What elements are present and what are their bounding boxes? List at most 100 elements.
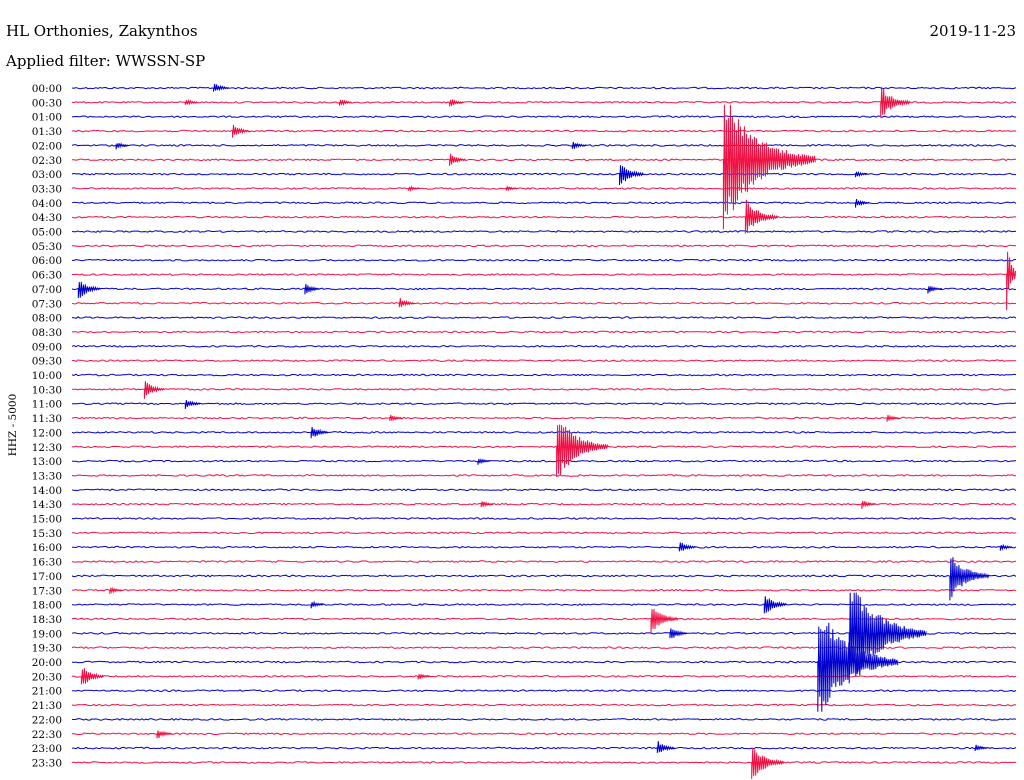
station-title: HL Orthonies, Zakynthos [6,22,198,40]
trace-row [71,301,1017,305]
trace-row [71,674,1017,678]
seismic-event [310,600,324,609]
time-tick-label: 14:00 [32,485,62,497]
time-tick-label: 02:30 [32,155,62,167]
time-tick-label: 07:00 [32,284,62,296]
time-tick-label: 13:00 [32,456,62,468]
seismic-event [408,185,420,193]
time-tick-label: 09:00 [32,341,62,353]
seismic-event [974,744,988,752]
time-tick-label: 21:30 [32,700,62,712]
time-tick-label: 22:00 [32,714,62,726]
seismic-event [722,104,816,230]
seismic-event [650,608,679,633]
seismic-event [184,98,198,106]
time-tick-label: 05:30 [32,241,62,253]
trace-row [71,287,1017,291]
seismic-event [398,298,415,308]
trace-row [71,646,1017,650]
trace-row [71,732,1017,736]
time-tick-label: 23:00 [32,743,62,755]
seismic-event [656,741,675,754]
trace-row [71,431,1017,434]
date-label: 2019-11-23 [930,22,1016,40]
time-tick-label: 11:30 [32,413,62,425]
trace-row [71,143,1017,147]
time-tick-label: 15:30 [32,528,62,540]
time-tick-label: 10:30 [32,384,62,396]
seismic-event [1006,251,1017,311]
trace-row [71,373,1017,377]
trace-row [71,100,1017,104]
seismic-event [763,596,787,614]
seismic-event [184,399,201,409]
time-tick-label: 02:00 [32,140,62,152]
time-tick-label: 03:30 [32,183,62,195]
seismic-event [310,426,329,439]
trace-row [71,359,1017,363]
time-tick-label: 23:30 [32,757,62,769]
seismic-event [213,83,229,92]
time-tick-label: 09:30 [32,356,62,368]
time-tick-label: 06:00 [32,255,62,267]
time-tick-label: 06:30 [32,270,62,282]
trace-row [71,488,1017,492]
seismic-event [678,542,696,552]
trace-row [71,560,1017,563]
seismic-event [861,500,877,509]
filter-subtitle: Applied filter: WWSSN-SP [5,52,205,70]
time-tick-label: 11:00 [32,399,62,411]
seismic-event [143,381,165,399]
trace-row [71,416,1016,420]
trace-row [71,502,1017,506]
trace-row [71,402,1017,406]
time-tick-label: 13:30 [32,470,62,482]
seismic-event [619,165,644,186]
trace-row [71,517,1017,520]
trace-row [71,187,1017,190]
time-tick-label: 19:00 [32,628,62,640]
trace-row [71,201,1017,205]
trace-row [71,230,1017,233]
seismic-event [477,458,491,465]
trace-row [71,459,1017,463]
trace-row [71,588,1017,592]
time-tick-label: 12:30 [32,442,62,454]
trace-row [71,258,1017,262]
seismic-event [886,414,900,422]
trace-row [71,330,1017,334]
time-tick-label: 17:00 [32,571,62,583]
trace-row [71,574,1017,578]
seismic-event [339,99,352,106]
tick-label-group: 00:00 00:30 01:00 01:30 02:00 02:30 03:00 03:30… [32,83,62,769]
seismic-event [880,86,911,118]
seismic-event [848,592,927,684]
time-tick-label: 04:00 [32,198,62,210]
seismic-event [744,199,778,234]
seismic-event [505,184,518,192]
trace-row [71,531,1017,535]
time-tick-label: 16:00 [32,542,62,554]
time-tick-label: 00:00 [32,83,62,95]
trace-row [71,603,1017,607]
trace-row [71,445,1017,449]
event-group [77,83,1017,780]
time-tick-label: 17:30 [32,585,62,597]
trace-row [71,86,1017,90]
seismic-event [417,673,431,680]
time-tick-label: 05:00 [32,227,62,239]
seismic-event [817,622,899,712]
trace-row [71,761,1017,764]
seismic-event [480,501,494,508]
trace-row [71,172,1017,176]
seismic-event [949,557,990,601]
seismic-event [389,414,403,422]
trace-row [71,215,1016,219]
trace-row [71,115,1017,119]
seismic-event [80,668,104,685]
time-tick-label: 12:00 [32,427,62,439]
time-tick-label: 16:30 [32,557,62,569]
seismic-event [449,153,466,166]
time-tick-label: 18:30 [32,614,62,626]
